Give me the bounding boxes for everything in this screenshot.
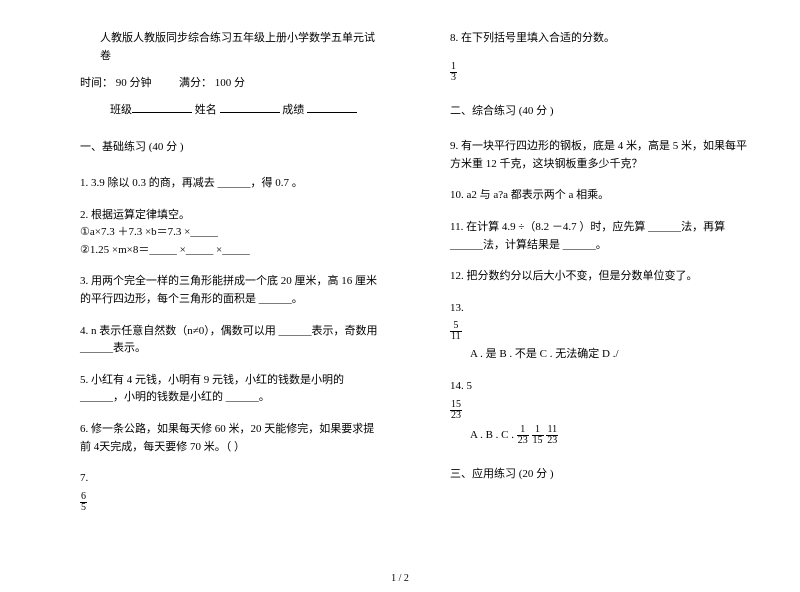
question-1: 1. 3.9 除以 0.3 的商，再减去 ______，得 0.7 。	[80, 175, 380, 193]
class-label: 班级	[110, 104, 132, 116]
grade-blank	[307, 101, 357, 113]
time-value: 90 分钟	[116, 77, 152, 89]
left-column: 人教版人教版同步综合练习五年级上册小学数学五单元试卷 时间： 90 分钟 满分：…	[80, 30, 380, 527]
question-11: 11. 在计算 4.9 ÷（8.2 －4.7 ）时，应先算 ______法，再算…	[450, 219, 750, 254]
fraction-1-23: 123	[517, 425, 529, 446]
question-6: 6. 修一条公路，如果每天修 60 米，20 天能修完，如果要求提前 4天完成，…	[80, 421, 380, 456]
question-7: 7. 65	[80, 470, 380, 513]
question-13: 13. 511 A . 是 B . 不是 C . 无法确定 D ./	[450, 300, 750, 364]
right-column: 8. 在下列括号里填入合适的分数。 13 二、综合练习 (40 分 ) 9. 有…	[450, 30, 750, 527]
fraction-5-11: 511	[450, 321, 462, 342]
question-3: 3. 用两个完全一样的三角形能拼成一个底 20 厘米，高 16 厘米的平行四边形…	[80, 273, 380, 308]
question-9: 9. 有一块平行四边形的钢板，底是 4 米，高是 5 米，如果每平方米重 12 …	[450, 138, 750, 173]
question-5: 5. 小红有 4 元钱，小明有 9 元钱，小红的钱数是小明的 ______，小明…	[80, 372, 380, 407]
page: 人教版人教版同步综合练习五年级上册小学数学五单元试卷 时间： 90 分钟 满分：…	[0, 0, 800, 537]
exam-title: 人教版人教版同步综合练习五年级上册小学数学五单元试卷	[80, 30, 380, 65]
question-12: 12. 把分数约分以后大小不变，但是分数单位变了。	[450, 268, 750, 286]
fraction-6-5: 65	[80, 492, 87, 513]
time-label: 时间：	[80, 77, 113, 89]
class-blank	[132, 101, 192, 113]
section-3-heading: 三、应用练习 (20 分 )	[450, 466, 750, 484]
fraction-15-23: 1523	[450, 400, 462, 421]
page-number: 1 / 2	[391, 573, 409, 584]
section-2-heading: 二、综合练习 (40 分 )	[450, 103, 750, 121]
name-blank	[220, 101, 280, 113]
question-7-label: 7.	[80, 472, 88, 484]
question-2b: ②1.25 ×m×8＝_____ ×_____ ×_____	[80, 242, 380, 260]
question-4: 4. n 表示任意自然数（n≠0），偶数可以用 ______表示，奇数用____…	[80, 323, 380, 358]
question-14-opts-text: A . B . C .	[470, 429, 514, 441]
name-label: 姓名	[195, 104, 217, 116]
question-13-label: 13.	[450, 300, 750, 318]
question-2: 2. 根据运算定律填空。 ①a×7.3 ＋7.3 ×b＝7.3 ×_____ ②…	[80, 207, 380, 260]
question-10: 10. a2 与 a?a 都表示两个 a 相乘。	[450, 187, 750, 205]
meta-line-2: 班级 姓名 成绩	[80, 101, 380, 120]
score-value: 100 分	[215, 77, 245, 89]
question-8: 8. 在下列括号里填入合适的分数。	[450, 30, 750, 48]
question-14-options: A . B . C . 123 115 1123	[450, 425, 750, 446]
fraction-1-15: 115	[532, 425, 544, 446]
question-13-options: A . 是 B . 不是 C . 无法确定 D ./	[450, 346, 750, 364]
fraction-1-3: 13	[450, 62, 457, 83]
question-14-label: 14. 5	[450, 378, 750, 396]
grade-label: 成绩	[282, 104, 304, 116]
section-1-heading: 一、基础练习 (40 分 )	[80, 139, 380, 157]
meta-line-1: 时间： 90 分钟 满分： 100 分	[80, 75, 380, 93]
score-label: 满分：	[179, 77, 212, 89]
question-14: 14. 5 1523 A . B . C . 123 115 1123	[450, 378, 750, 446]
question-2-stem: 2. 根据运算定律填空。	[80, 207, 380, 225]
fraction-11-23: 1123	[546, 425, 558, 446]
question-2a: ①a×7.3 ＋7.3 ×b＝7.3 ×_____	[80, 224, 380, 242]
